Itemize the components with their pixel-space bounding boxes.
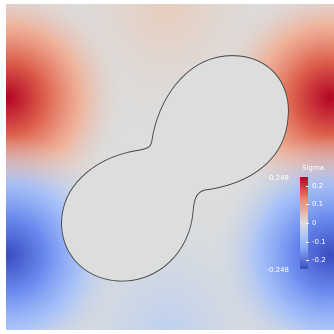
colorbar-max-label: 0.248 (268, 174, 289, 182)
colorbar-title: Sigma (302, 164, 324, 172)
colorbar-tick-label: 0.1 (312, 200, 324, 208)
colorbar-min-label: -0.248 (266, 266, 289, 274)
colorbar-tick (306, 223, 309, 224)
colorbar-tick-label: 0 (312, 219, 317, 227)
frame-bottom (0, 330, 334, 334)
peanut-inclusion (61, 55, 289, 282)
colorbar-tick (306, 204, 309, 205)
colorbar-gradient (300, 177, 308, 269)
colorbar-tick-label: -0.2 (312, 256, 326, 264)
colorbar-tick-label: -0.1 (312, 238, 326, 246)
frame-left (0, 0, 6, 334)
colorbar-tick-label: 0.2 (312, 182, 324, 190)
frame-top (0, 0, 334, 4)
colorbar-tick (306, 242, 309, 243)
colorbar-tick (306, 260, 309, 261)
colorbar-tick (306, 186, 309, 187)
